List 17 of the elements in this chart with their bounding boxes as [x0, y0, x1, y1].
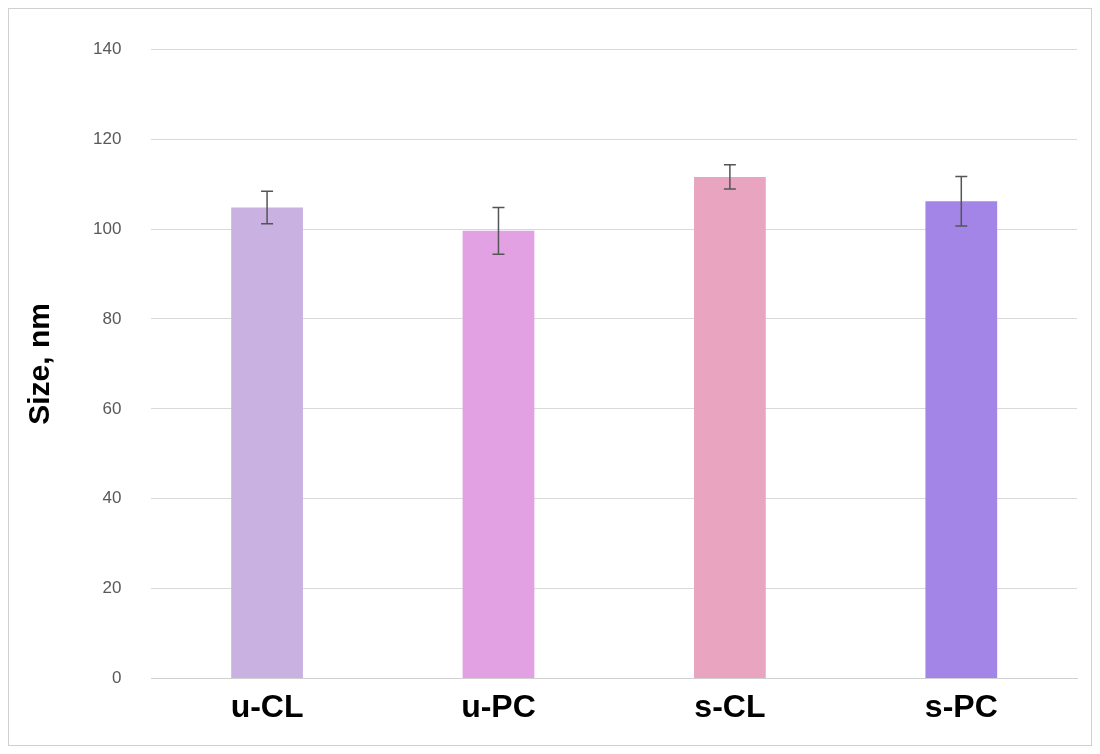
y-tick-label: 80	[102, 308, 122, 328]
y-axis-title: Size, nm	[22, 303, 56, 425]
x-tick-label: s-CL	[694, 687, 766, 724]
x-tick-label: u-PC	[461, 687, 536, 724]
y-tick-label: 120	[92, 128, 122, 148]
bar	[231, 207, 303, 679]
x-tick-label: s-PC	[924, 687, 998, 724]
bar	[925, 201, 998, 679]
y-tick-label: 60	[102, 398, 122, 418]
bar	[694, 176, 766, 679]
bar	[462, 230, 535, 679]
y-tick-label: 0	[111, 668, 122, 688]
y-tick-label: 20	[102, 578, 122, 598]
y-tick-label: 40	[102, 488, 122, 508]
y-tick-label: 140	[92, 38, 122, 58]
x-tick-label: u-CL	[230, 687, 304, 724]
y-tick-label: 100	[92, 218, 122, 238]
